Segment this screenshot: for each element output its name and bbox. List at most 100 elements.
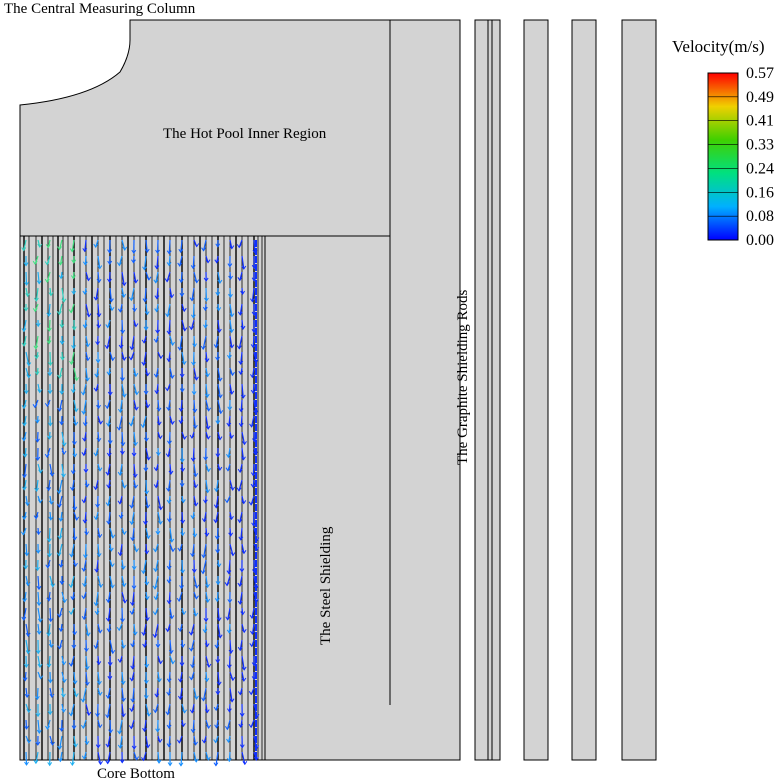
vector-head [134,756,140,761]
vector-head [238,422,244,428]
vector [168,255,171,266]
vector [192,255,195,269]
vector-head [130,643,136,648]
vector-head [250,374,255,379]
vector-head [203,324,208,329]
vector [251,287,255,302]
vector-head [237,311,243,316]
vector-head [56,552,62,557]
vector-head [36,530,42,536]
vector [133,367,137,377]
vector [239,303,243,315]
vector-head [82,324,88,329]
vector-head [133,372,139,378]
vector [154,623,159,638]
vector-head [188,647,194,652]
vector [180,415,183,424]
vector [145,655,148,668]
vector [239,591,243,605]
vector [49,287,52,296]
vector-head [249,423,254,428]
vector-head [58,261,63,266]
vector-head [152,585,158,590]
vector-head [73,693,79,698]
vector-head [203,456,209,461]
geometry [19,19,657,761]
vector-head [204,393,210,398]
vector-head [57,758,63,763]
vector-head [165,453,171,458]
vector-head [122,484,127,489]
vector-head [96,279,102,284]
vector-head [228,275,233,280]
vector-head [155,451,161,457]
vector [48,543,51,557]
vector [142,559,147,574]
vector-head [194,279,200,284]
vector [241,607,244,615]
vector-head [48,643,54,648]
vector [119,735,123,749]
vector-head [72,631,78,636]
colorbar-labels: 0.57 0.49 0.41 0.33 0.24 0.16 0.08 0.00 [708,65,774,249]
vector [37,607,41,622]
vector [25,575,29,586]
vector-head [25,650,31,655]
vector [72,463,75,474]
graphite-rod [523,19,549,761]
vector [59,527,63,539]
vector-head [22,453,28,458]
vector [37,383,41,393]
vector [156,255,159,269]
vector-head [153,568,159,573]
vector-head [129,677,135,682]
vector-head [36,585,42,591]
vector-head [153,548,158,553]
vector-head [129,504,135,509]
vector-head [179,585,184,590]
vector [143,623,147,636]
vector-head [200,345,206,351]
vector-head [144,490,150,495]
vector [36,415,39,423]
vector-head [229,390,235,395]
vector [229,639,232,654]
vector-head [22,677,28,682]
vector-head [35,456,41,461]
vector [49,575,54,587]
vector [155,559,159,572]
vector-head [167,762,173,767]
vector-head [57,407,63,412]
vector [181,351,185,365]
vector-head [57,645,63,650]
vector [61,351,64,360]
vector-head [153,279,159,284]
vector [240,527,243,540]
vector-head [84,740,90,746]
graphite-rod [571,19,597,761]
vector [97,399,100,409]
vector-head [95,341,100,346]
vector-head [224,582,230,587]
vector [181,527,184,536]
vector [157,511,162,525]
vector-head [213,762,219,767]
vector [61,671,65,683]
vector-head [116,426,122,431]
vector [169,463,172,474]
vector-head [46,327,52,332]
vector [227,447,231,458]
vector [193,335,196,347]
vector-head [249,643,255,648]
vector-head [68,610,74,616]
vector-head [216,307,222,312]
vector-head [152,611,158,616]
vector-head [58,275,64,280]
vector-head [237,691,243,696]
vector-head [167,440,172,445]
vector-head [214,644,220,649]
vector [108,623,111,632]
vector [84,543,87,558]
vector-head [202,629,208,634]
vector [241,751,246,765]
